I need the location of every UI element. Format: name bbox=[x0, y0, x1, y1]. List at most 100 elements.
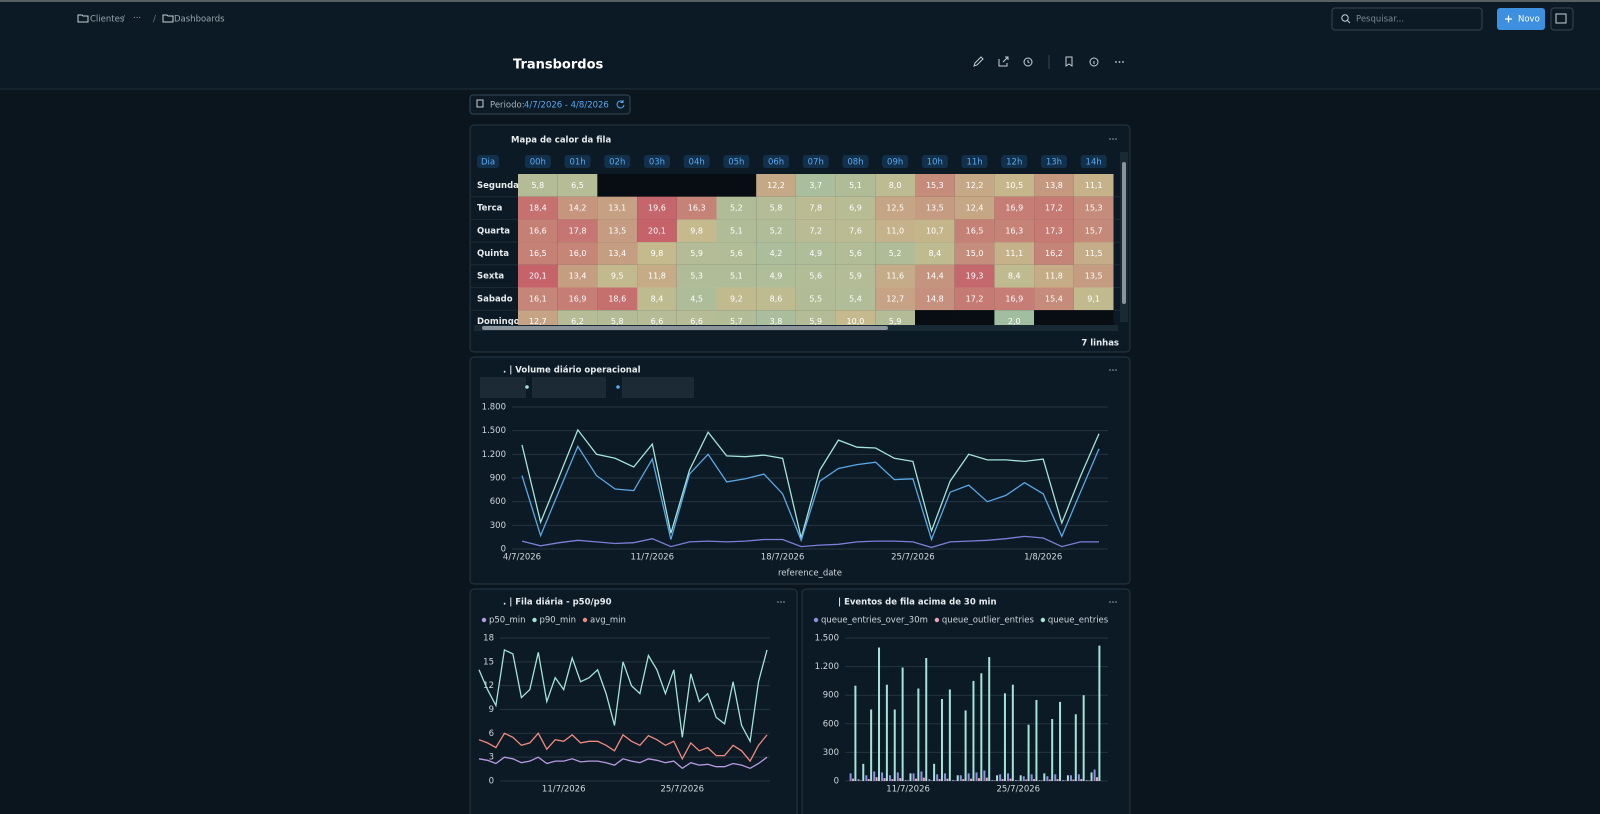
panel-menu[interactable] bbox=[1109, 138, 1117, 140]
bar bbox=[967, 773, 970, 781]
bar bbox=[975, 772, 978, 781]
cell-value: 19,6 bbox=[648, 204, 666, 213]
heat-cell bbox=[915, 310, 955, 325]
heat-cell bbox=[795, 242, 836, 265]
y-tick-label: 6 bbox=[489, 729, 494, 739]
period-filter[interactable] bbox=[469, 94, 631, 115]
x-tick-label: 18/7/2026 bbox=[761, 553, 805, 563]
column-header: 02h bbox=[609, 158, 625, 168]
cell-value: 17,8 bbox=[569, 226, 587, 235]
breadcrumb-item[interactable]: Dashboards bbox=[174, 15, 225, 25]
cell-value: 9,1 bbox=[1087, 294, 1100, 303]
bar bbox=[938, 779, 941, 781]
heat-cell bbox=[954, 219, 995, 243]
header-pill bbox=[1040, 155, 1067, 168]
heat-cell bbox=[676, 242, 717, 265]
search-box[interactable] bbox=[1331, 7, 1483, 31]
more-icon[interactable] bbox=[1115, 61, 1124, 63]
header-pill bbox=[842, 155, 869, 168]
breadcrumb-separator: / bbox=[153, 15, 156, 25]
bar bbox=[1043, 773, 1046, 781]
cell-value: 12,7 bbox=[529, 317, 547, 326]
bookmark-icon[interactable] bbox=[1065, 56, 1073, 67]
heat-cell bbox=[637, 242, 677, 265]
bar bbox=[893, 709, 896, 781]
heat-cell bbox=[597, 174, 638, 197]
bar bbox=[1009, 778, 1012, 781]
legend-label: queue_entries bbox=[1048, 616, 1109, 626]
breadcrumb-item[interactable]: Clientes bbox=[90, 15, 125, 25]
refresh-icon[interactable] bbox=[616, 100, 625, 109]
legend-marker bbox=[1040, 617, 1046, 623]
cell-value: 5,8 bbox=[531, 181, 544, 190]
chart-title: . | Fila diária - p50/p90 bbox=[503, 598, 612, 608]
header-pill bbox=[802, 155, 829, 168]
side-button[interactable] bbox=[1550, 7, 1574, 31]
heat-cell bbox=[756, 196, 796, 220]
cell-value: 16,0 bbox=[569, 249, 587, 258]
bar bbox=[1098, 645, 1101, 781]
cell-value: 9,5 bbox=[611, 272, 624, 281]
heat-cell bbox=[518, 287, 558, 311]
x-tick-label: 11/7/2026 bbox=[886, 785, 930, 795]
heat-cell bbox=[557, 196, 598, 220]
heat-cell bbox=[915, 287, 955, 311]
panel-menu[interactable] bbox=[1109, 601, 1117, 603]
heat-cell bbox=[756, 310, 796, 325]
cell-value: 5,8 bbox=[611, 317, 624, 326]
heat-cell bbox=[835, 310, 876, 325]
series-line bbox=[521, 535, 1099, 549]
column-header: 04h bbox=[689, 158, 705, 168]
history-icon[interactable] bbox=[1023, 57, 1033, 67]
bar bbox=[933, 763, 936, 781]
breadcrumb-item[interactable]: ··· bbox=[133, 14, 141, 24]
cell-value: 5,1 bbox=[849, 181, 862, 190]
heat-cell bbox=[756, 174, 796, 197]
edit-icon[interactable] bbox=[973, 56, 984, 67]
cell-value: 8,0 bbox=[889, 181, 902, 190]
bar bbox=[857, 779, 860, 781]
heat-cell bbox=[597, 310, 638, 325]
cell-value: 12,2 bbox=[966, 181, 984, 190]
info-icon[interactable] bbox=[1089, 57, 1099, 67]
header-pill bbox=[723, 155, 750, 168]
cell-value: 5,6 bbox=[730, 249, 743, 258]
bar bbox=[899, 778, 902, 781]
folder-icon bbox=[77, 14, 89, 23]
panel-menu[interactable] bbox=[1109, 369, 1117, 371]
x-tick-label: 25/7/2026 bbox=[996, 785, 1040, 795]
bar bbox=[870, 709, 873, 781]
cell-value: 16,9 bbox=[1005, 294, 1023, 303]
legend-label: queue_outlier_entries bbox=[942, 616, 1035, 626]
panel-menu[interactable] bbox=[777, 601, 785, 603]
heat-cell bbox=[676, 196, 717, 220]
cell-value: 16,1 bbox=[529, 294, 547, 303]
bar bbox=[928, 779, 931, 781]
cell-value: 5,2 bbox=[730, 204, 743, 213]
h-scroll-thumb[interactable] bbox=[482, 326, 888, 330]
history-icon-hand bbox=[1027, 60, 1030, 64]
bar bbox=[1014, 780, 1017, 781]
header-pill bbox=[882, 155, 909, 168]
heat-cell bbox=[1073, 287, 1114, 311]
bar bbox=[1046, 776, 1049, 781]
heat-cell bbox=[994, 174, 1035, 197]
bar bbox=[1074, 714, 1077, 781]
cell-value: 9,8 bbox=[690, 226, 703, 235]
column-header: 08h bbox=[847, 158, 863, 168]
header-pill bbox=[961, 155, 988, 168]
new-button[interactable] bbox=[1497, 8, 1545, 30]
header-pill bbox=[604, 155, 631, 168]
heat-cell bbox=[756, 287, 796, 311]
bar bbox=[867, 779, 870, 781]
bar bbox=[951, 780, 954, 781]
v-scroll-thumb[interactable] bbox=[1122, 162, 1126, 304]
cell-value: 9,8 bbox=[651, 249, 664, 258]
heat-cell bbox=[835, 196, 876, 220]
cell-value: 14,2 bbox=[569, 204, 587, 213]
cell-value: 16,9 bbox=[569, 294, 587, 303]
bar bbox=[849, 773, 852, 781]
cell-value: 18,6 bbox=[608, 294, 626, 303]
share-icon[interactable] bbox=[998, 56, 1009, 67]
heat-cell bbox=[518, 264, 558, 288]
